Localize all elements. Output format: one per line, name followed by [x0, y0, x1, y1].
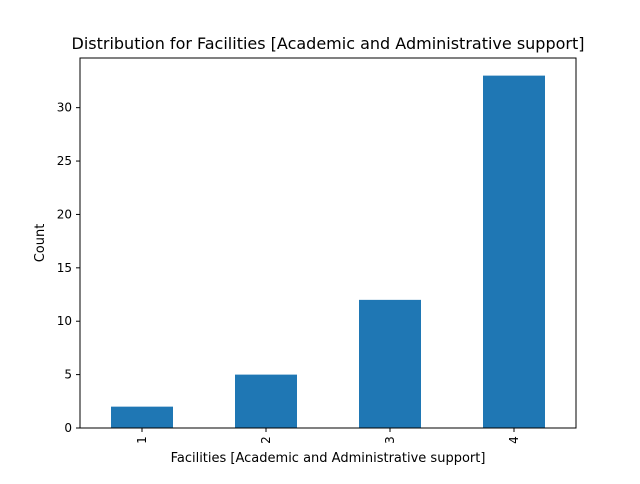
x-tick-label: 3: [383, 436, 397, 444]
y-tick-label: 0: [64, 421, 72, 435]
bar-1: [111, 406, 173, 428]
chart-title: Distribution for Facilities [Academic an…: [72, 34, 585, 53]
y-tick-label: 5: [64, 368, 72, 382]
y-axis: 0 5 10 15 20 25 30: [57, 101, 80, 435]
x-tick-label: 1: [135, 436, 149, 444]
x-axis: 1 2 3 4: [135, 428, 521, 444]
x-tick-label: 4: [507, 436, 521, 444]
plot-frame: [79, 57, 577, 429]
y-tick-label: 15: [57, 261, 72, 275]
x-tick-label: 2: [259, 436, 273, 444]
y-tick-label: 20: [57, 207, 72, 221]
y-axis-label: Count: [33, 224, 48, 263]
y-tick-label: 10: [57, 314, 72, 328]
bar-3: [359, 299, 421, 428]
bar-2: [235, 374, 297, 428]
bar-4: [483, 75, 545, 428]
x-axis-label: Facilities [Academic and Administrative …: [171, 451, 486, 466]
y-tick-label: 25: [57, 154, 72, 168]
bars-group: [111, 75, 545, 428]
y-tick-label: 30: [57, 101, 72, 115]
